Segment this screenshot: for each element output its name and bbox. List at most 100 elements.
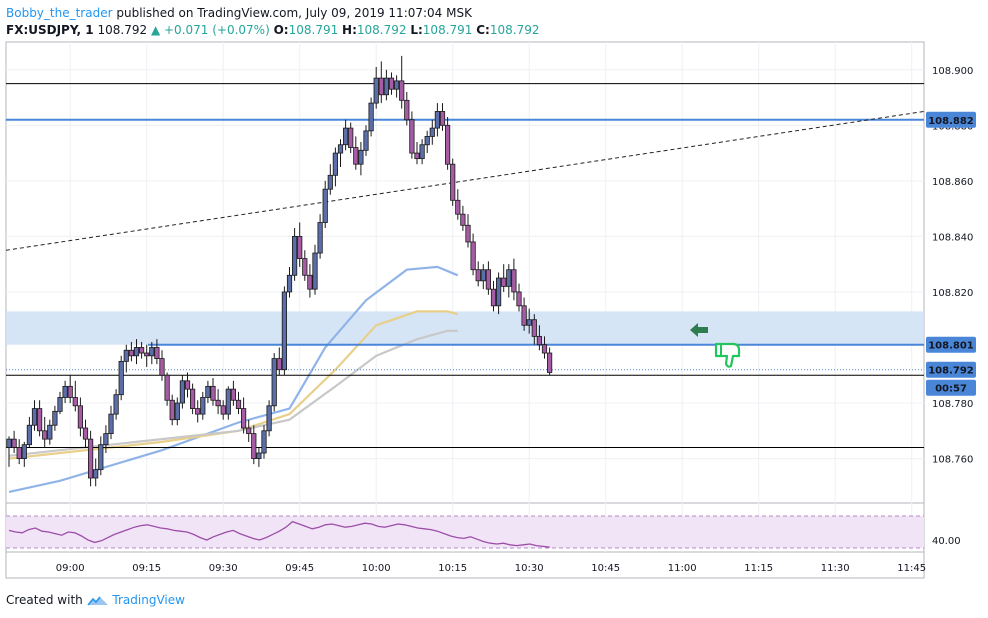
candle-body [169,399,175,421]
candle-body [373,77,379,104]
candle-body [179,380,185,404]
price-tick-label: 108.860 [932,177,973,188]
moving-average-line [8,329,458,457]
price-labels: 108.882 108.801 108.792 00:57 [926,111,976,396]
candle-body [210,385,216,401]
time-axis[interactable]: 09:00 09:15 09:30 09:45 10:00 10:15 10:30 10:45… [56,563,926,574]
grid [6,42,924,552]
thumbs-down-icon [714,342,741,368]
candle-body [424,136,430,146]
time-tick-label: 09:15 [132,563,161,574]
moving-average-line [8,265,459,493]
candle-body [460,213,466,226]
candle-body [383,77,390,96]
candle-body [200,397,206,415]
price-tick-label: 108.780 [932,399,973,410]
candle-body [281,291,288,371]
candle-body [103,433,109,446]
candle-body [378,77,384,96]
price-chart[interactable]: 40.00 108.900108.880108.860108.840108.82… [0,0,988,590]
price-label-box [926,336,976,353]
candle-body [429,127,435,137]
candle-body [88,438,94,479]
price-label-text: 108.801 [928,341,974,352]
candle-body [195,408,201,415]
candle-body [348,127,354,148]
time-tick-label: 10:45 [591,563,620,574]
open-value: 108.791 [288,23,339,37]
candle-body [536,335,543,346]
candle-body [470,241,476,271]
symbol-name[interactable]: FX:USDJPY, 1 [6,23,94,37]
candle-body [490,288,497,307]
horizontal-levels [6,83,924,448]
time-tick-label: 10:00 [362,563,391,574]
candle-body [144,352,150,357]
countdown-box [926,379,976,396]
close-value: 108.792 [489,23,540,37]
candle-body [322,188,328,223]
publish-header: Bobby_the_trader published on TradingVie… [6,6,472,20]
candle-body [307,274,313,290]
open-label: O: [273,23,289,37]
candle-body [302,258,308,276]
candle-body [388,77,395,90]
candle-body [511,269,517,293]
candle-body [215,399,221,407]
candle-body [541,344,548,354]
time-tick-label: 11:00 [668,563,697,574]
countdown-text: 00:57 [935,384,967,395]
candle-body [516,291,522,307]
candle-body [521,305,527,326]
time-tick-label: 11:45 [897,563,926,574]
candle-body [189,388,196,409]
candle-body [475,269,481,282]
candle-body [501,277,507,287]
price-label-box [926,111,976,128]
author-name[interactable]: Bobby_the_trader [6,6,113,20]
price-tick-label: 108.900 [932,66,973,77]
candle-body [455,199,461,215]
candle-body [11,438,17,448]
candle-body [246,427,252,434]
rsi-line [8,520,550,548]
price-label-text: 108.792 [928,366,974,377]
candle-body [77,405,83,429]
price-tick-label: 108.820 [932,288,973,299]
candle-body [286,274,293,293]
candle-body [434,111,441,129]
candle-body [399,80,405,101]
candle-body [337,144,344,154]
candle-body [531,319,537,337]
close-label: C: [476,23,490,37]
trend-line[interactable] [5,110,925,251]
candle-body [327,174,333,190]
chart-frame [5,41,925,579]
candle-body [297,235,303,260]
candle-body [52,410,58,426]
candle-body [271,358,277,407]
candle-body [67,385,73,398]
time-tick-label: 09:00 [56,563,85,574]
created-with-text: Created with [6,593,83,607]
candle-body [6,438,12,448]
candle-body [42,430,48,440]
candle-body [404,99,410,121]
candle-body [251,433,257,459]
candle-body [368,102,374,132]
candle-body [113,394,119,415]
candle-body [133,347,140,357]
candle-body [312,252,318,290]
candle-body [154,347,160,359]
candle-body [480,269,486,282]
candle-body [205,385,211,398]
candle-body [526,319,532,326]
candle-body [317,222,323,254]
low-label: L: [410,23,423,37]
candle-body [47,424,53,440]
candle-body [128,349,134,357]
candle-body [414,152,420,160]
rsi-tick-label: 40.00 [932,536,961,547]
tradingview-link[interactable]: TradingView [112,593,185,607]
candle-body [450,163,456,201]
